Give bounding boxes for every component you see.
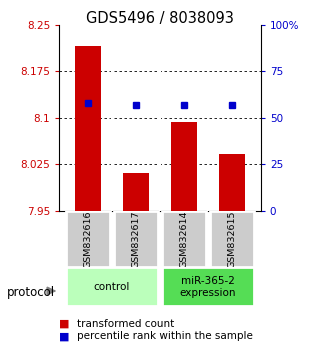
Text: protocol: protocol bbox=[6, 286, 54, 298]
Bar bbox=[75, 46, 101, 211]
Text: miR-365-2
expression: miR-365-2 expression bbox=[180, 275, 236, 298]
Text: ■: ■ bbox=[59, 319, 70, 329]
Bar bbox=[219, 154, 245, 211]
Bar bbox=[66, 267, 158, 306]
Bar bbox=[210, 211, 254, 267]
Text: percentile rank within the sample: percentile rank within the sample bbox=[77, 331, 253, 341]
Bar bbox=[114, 211, 158, 267]
Bar bbox=[162, 211, 206, 267]
Text: control: control bbox=[94, 282, 130, 292]
Text: GSM832615: GSM832615 bbox=[228, 210, 236, 268]
Text: transformed count: transformed count bbox=[77, 319, 174, 329]
Bar bbox=[171, 122, 197, 211]
Text: ■: ■ bbox=[59, 331, 70, 341]
Bar bbox=[162, 267, 254, 306]
Text: GSM832616: GSM832616 bbox=[84, 210, 92, 268]
Text: GDS5496 / 8038093: GDS5496 / 8038093 bbox=[86, 11, 234, 25]
Text: GSM832614: GSM832614 bbox=[180, 210, 188, 268]
Text: GSM832617: GSM832617 bbox=[132, 210, 140, 268]
Bar bbox=[66, 211, 110, 267]
Bar bbox=[123, 173, 149, 211]
